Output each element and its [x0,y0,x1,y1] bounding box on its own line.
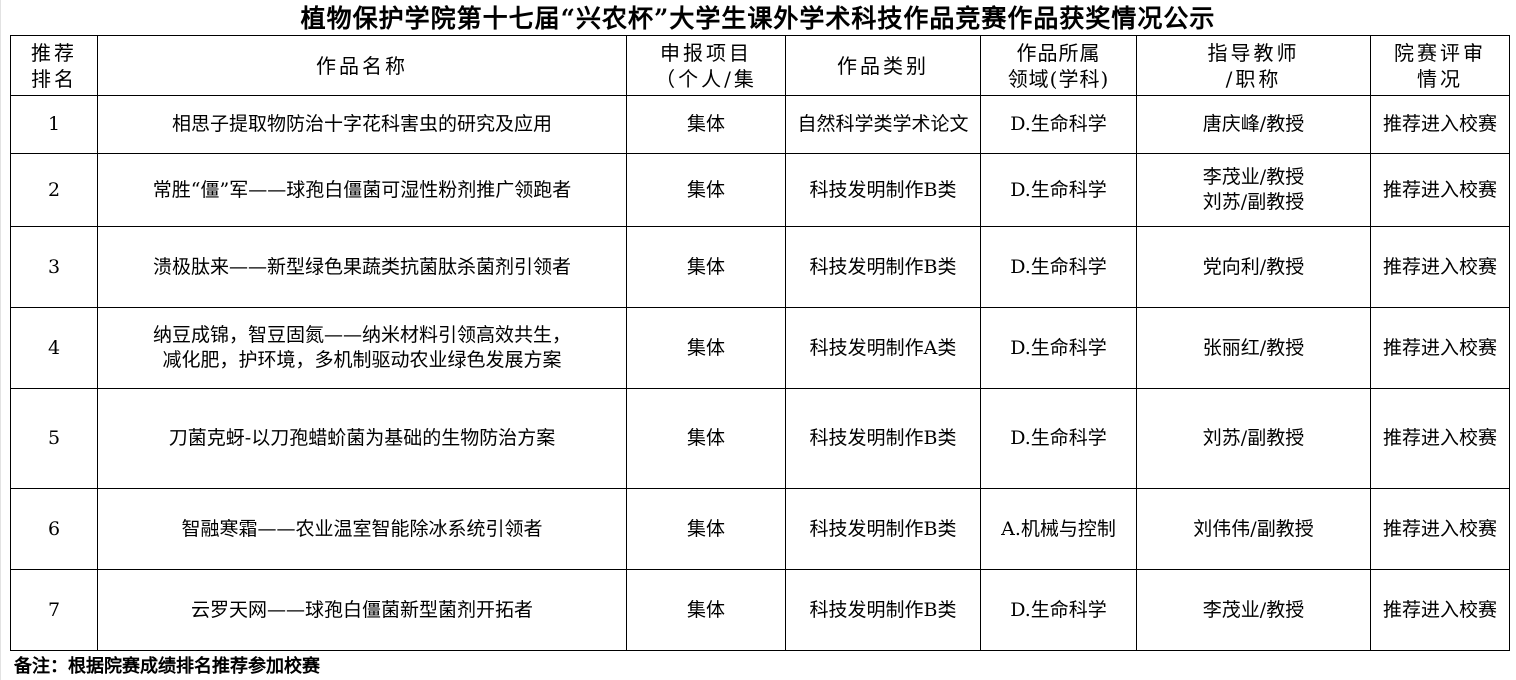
advisor-cell: 张丽红/教授 [1136,307,1371,389]
field-cell: D.生命科学 [980,153,1137,227]
category-cell: 科技发明制作B类 [785,488,981,570]
rank-cell: 2 [10,153,98,227]
page-title: 植物保护学院第十七届“兴农杯”大学生课外学术科技作品竞赛作品获奖情况公示 [300,4,1216,33]
entry-type-cell: 集体 [626,307,786,389]
category-cell: 自然科学类学术论文 [785,95,981,154]
work-name-cell: 智融寒霜——农业温室智能除冰系统引领者 [97,488,627,570]
entry-type-cell: 集体 [626,488,786,570]
header-type: 申报项目 （个人/集 [626,35,786,96]
rank-cell: 6 [10,488,98,570]
awards-table: 推荐 排名 作品名称 申报项目 （个人/集 作品类别 作品所属 领域(学科) 指导教师… [10,35,1510,651]
table-row: 2 常胜“僵”军——球孢白僵菌可湿性粉剂推广领跑者 集体 科技发明制作B类 D.生命科学… [10,153,1510,227]
rank-cell: 3 [10,226,98,308]
category-cell: 科技发明制作B类 [785,226,981,308]
work-name-cell: 常胜“僵”军——球孢白僵菌可湿性粉剂推广领跑者 [97,153,627,227]
result-cell: 推荐进入校赛 [1370,388,1510,489]
advisor-cell: 李茂业/教授 [1136,569,1371,651]
field-cell: D.生命科学 [980,388,1137,489]
advisor-cell: 李茂业/教授 刘苏/副教授 [1136,153,1371,227]
result-cell: 推荐进入校赛 [1370,569,1510,651]
work-name-cell: 刀菌克蚜-以刀孢蜡蚧菌为基础的生物防治方案 [97,388,627,489]
advisor-cell: 唐庆峰/教授 [1136,95,1371,154]
result-cell: 推荐进入校赛 [1370,95,1510,154]
table-row: 7 云罗天网——球孢白僵菌新型菌剂开拓者 集体 科技发明制作B类 D.生命科学 李茂业/教… [10,569,1510,651]
field-cell: A.机械与控制 [980,488,1137,570]
table-row: 5 刀菌克蚜-以刀孢蜡蚧菌为基础的生物防治方案 集体 科技发明制作B类 D.生命科学 刘苏… [10,388,1510,489]
advisor-cell: 刘伟伟/副教授 [1136,488,1371,570]
table-row: 3 溃极肽来——新型绿色果蔬类抗菌肽杀菌剂引领者 集体 科技发明制作B类 D.生命科学党… [10,226,1510,308]
rank-cell: 5 [10,388,98,489]
header-category: 作品类别 [785,35,981,96]
rank-cell: 4 [10,307,98,389]
header-rank: 推荐 排名 [10,35,98,96]
work-name-cell: 纳豆成锦，智豆固氮——纳米材料引领高效共生， 减化肥，护环境，多机制驱动农业绿色发… [97,307,627,389]
header-name: 作品名称 [97,35,627,96]
table-row: 1 相思子提取物防治十字花科害虫的研究及应用 集体 自然科学类学术论文 D.生命科学 唐庆… [10,95,1510,154]
entry-type-cell: 集体 [626,226,786,308]
entry-type-cell: 集体 [626,153,786,227]
field-cell: D.生命科学 [980,226,1137,308]
field-cell: D.生命科学 [980,95,1137,154]
work-name-cell: 云罗天网——球孢白僵菌新型菌剂开拓者 [97,569,627,651]
rank-cell: 1 [10,95,98,154]
advisor-cell: 刘苏/副教授 [1136,388,1371,489]
category-cell: 科技发明制作B类 [785,388,981,489]
header-row: 推荐 排名 作品名称 申报项目 （个人/集 作品类别 作品所属 领域(学科) 指导教师… [10,35,1510,96]
header-advisor: 指导教师/职称 [1136,35,1371,96]
work-name-cell: 相思子提取物防治十字花科害虫的研究及应用 [97,95,627,154]
rank-cell: 7 [10,569,98,651]
work-name-cell: 溃极肽来——新型绿色果蔬类抗菌肽杀菌剂引领者 [97,226,627,308]
header-result: 院赛评审 情况 [1370,35,1510,96]
entry-type-cell: 集体 [626,388,786,489]
result-cell: 推荐进入校赛 [1370,488,1510,570]
field-cell: D.生命科学 [980,569,1137,651]
result-cell: 推荐进入校赛 [1370,307,1510,389]
table-row: 6 智融寒霜——农业温室智能除冰系统引领者 集体 科技发明制作B类 A.机械与控制 刘伟伟… [10,488,1510,570]
category-cell: 科技发明制作B类 [785,569,981,651]
result-cell: 推荐进入校赛 [1370,226,1510,308]
entry-type-cell: 集体 [626,569,786,651]
entry-type-cell: 集体 [626,95,786,154]
result-cell: 推荐进入校赛 [1370,153,1510,227]
field-cell: D.生命科学 [980,307,1137,389]
footnote: 备注：根据院赛成绩排名推荐参加校赛 [14,656,320,677]
category-cell: 科技发明制作B类 [785,153,981,227]
category-cell: 科技发明制作A类 [785,307,981,389]
header-field: 作品所属 领域(学科) [980,35,1137,96]
advisor-cell: 党向利/教授 [1136,226,1371,308]
table-row: 4 纳豆成锦，智豆固氮——纳米材料引领高效共生， 减化肥，护环境，多机制驱动农业绿色… [10,307,1510,389]
